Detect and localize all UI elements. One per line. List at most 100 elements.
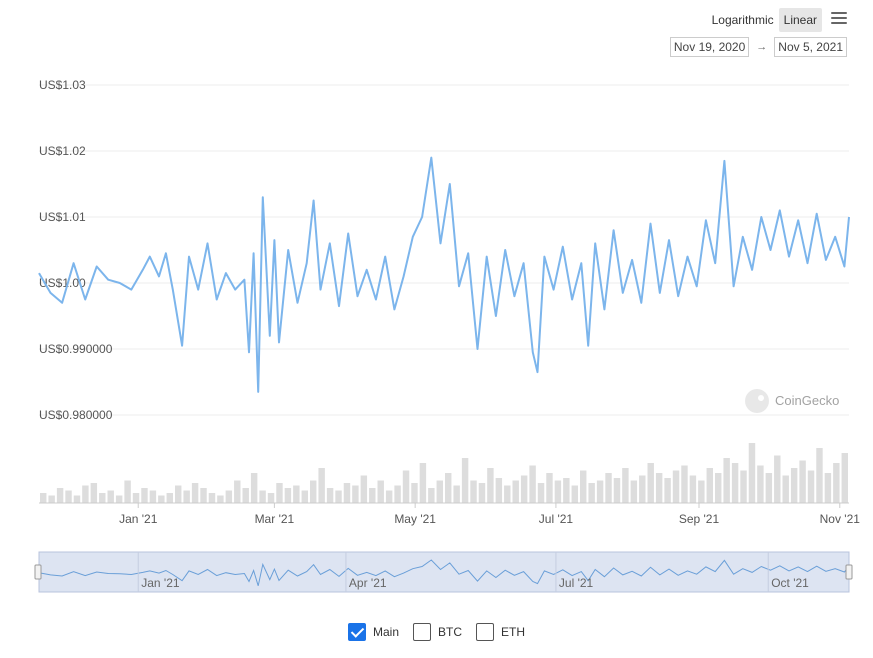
coingecko-watermark: CoinGecko bbox=[745, 389, 839, 413]
volume-bar bbox=[411, 483, 418, 503]
navigator-left-handle[interactable] bbox=[34, 564, 42, 580]
volume-bar bbox=[807, 470, 815, 503]
x-tick-label: May '21 bbox=[394, 512, 436, 526]
volume-bar bbox=[225, 490, 233, 503]
navigator-tick-label: Oct '21 bbox=[771, 576, 809, 590]
volume-bar bbox=[428, 488, 435, 503]
gecko-logo-icon bbox=[745, 389, 769, 413]
checkbox-main[interactable] bbox=[348, 623, 366, 641]
volume-bar bbox=[293, 485, 300, 503]
volume-bar bbox=[48, 495, 55, 503]
volume-bar bbox=[200, 488, 207, 503]
volume-bar bbox=[352, 485, 359, 503]
volume-bar bbox=[141, 488, 148, 503]
volume-bar bbox=[478, 483, 486, 503]
legend-main[interactable]: Main bbox=[348, 623, 399, 641]
navigator-range-mask[interactable] bbox=[38, 551, 850, 593]
volume-bar bbox=[622, 468, 629, 503]
volume-bar bbox=[82, 485, 89, 503]
volume-bar bbox=[335, 490, 342, 503]
volume-bar bbox=[259, 490, 266, 503]
volume-bar bbox=[250, 473, 258, 503]
volume-bar bbox=[824, 473, 832, 503]
volume-bar bbox=[580, 470, 587, 503]
volume-bar bbox=[715, 473, 722, 503]
volume-bar bbox=[731, 463, 739, 503]
legend-eth-label: ETH bbox=[501, 625, 526, 639]
volume-bar bbox=[774, 455, 781, 503]
volume-bar bbox=[546, 473, 553, 503]
scale-toggle: Logarithmic Linear bbox=[707, 8, 822, 32]
watermark-text: CoinGecko bbox=[775, 393, 839, 408]
volume-bar bbox=[504, 485, 511, 503]
volume-bar bbox=[748, 443, 756, 503]
volume-bar bbox=[833, 463, 840, 503]
volume-bar bbox=[166, 493, 173, 503]
volume-bar bbox=[790, 468, 798, 503]
hamburger-menu-icon[interactable] bbox=[831, 12, 847, 26]
volume-bar bbox=[740, 470, 747, 503]
volume-bar bbox=[419, 463, 427, 503]
volume-bar bbox=[782, 475, 789, 503]
volume-bar bbox=[816, 448, 823, 503]
volume-bar bbox=[765, 473, 773, 503]
volume-bar bbox=[520, 475, 528, 503]
volume-bar bbox=[276, 483, 283, 503]
navigator-right-handle[interactable] bbox=[845, 564, 853, 580]
volume-bar bbox=[445, 473, 452, 503]
volume-bar bbox=[394, 485, 401, 503]
volume-bar bbox=[158, 495, 165, 503]
volume-bar bbox=[613, 478, 621, 503]
x-tick-label: Jan '21 bbox=[119, 512, 158, 526]
volume-bar bbox=[56, 488, 64, 503]
volume-bar bbox=[664, 478, 671, 503]
volume-bar bbox=[698, 480, 705, 503]
volume-bar bbox=[757, 465, 764, 503]
date-from-input[interactable]: Nov 19, 2020 bbox=[669, 37, 750, 57]
checkbox-btc[interactable] bbox=[413, 623, 432, 641]
volume-bar bbox=[284, 488, 292, 503]
volume-bar bbox=[149, 490, 157, 503]
volume-bar bbox=[706, 468, 713, 503]
volume-bar bbox=[343, 483, 351, 503]
date-to-input[interactable]: Nov 5, 2021 bbox=[774, 37, 847, 57]
navigator-tick-label: Jan '21 bbox=[141, 576, 180, 590]
volume-bar bbox=[208, 493, 216, 503]
volume-bar bbox=[647, 463, 654, 503]
legend-btc-label: BTC bbox=[438, 625, 463, 639]
volume-bar bbox=[512, 480, 519, 503]
volume-bar bbox=[588, 483, 595, 503]
x-tick-label: Sep '21 bbox=[679, 512, 720, 526]
volume-bar bbox=[402, 470, 410, 503]
volume-bar bbox=[689, 475, 697, 503]
date-range-arrow-icon: → bbox=[756, 41, 768, 53]
volume-bar bbox=[723, 458, 730, 503]
volume-bar bbox=[529, 465, 536, 503]
volume-bar bbox=[369, 488, 376, 503]
navigator[interactable]: Jan '21 Apr '21 Jul '21 Oct '21 bbox=[34, 551, 853, 593]
navigator-tick-label: Jul '21 bbox=[559, 576, 594, 590]
x-tick-label: Jul '21 bbox=[539, 512, 574, 526]
volume-bar bbox=[537, 483, 545, 503]
volume-bar bbox=[605, 473, 612, 503]
y-tick-label: US$1.00 bbox=[39, 276, 86, 290]
y-tick-label: US$1.01 bbox=[39, 210, 86, 224]
volume-bar bbox=[360, 475, 368, 503]
logarithmic-scale-button[interactable]: Logarithmic bbox=[711, 13, 774, 27]
volume-bar bbox=[470, 480, 477, 503]
volume-bar bbox=[90, 483, 98, 503]
legend: Main BTC ETH bbox=[348, 623, 539, 641]
y-tick-label: US$1.02 bbox=[39, 144, 86, 158]
date-range: Nov 19, 2020 → Nov 5, 2021 bbox=[669, 37, 847, 57]
y-tick-label: US$0.980000 bbox=[39, 408, 113, 422]
legend-eth[interactable]: ETH bbox=[476, 623, 525, 641]
volume-bar bbox=[630, 480, 638, 503]
volume-bar bbox=[436, 480, 443, 503]
legend-btc[interactable]: BTC bbox=[413, 623, 462, 641]
x-tick-label: Nov '21 bbox=[820, 512, 861, 526]
linear-scale-button[interactable]: Linear bbox=[778, 8, 822, 32]
volume-bar bbox=[799, 460, 806, 503]
volume-bar bbox=[267, 493, 275, 503]
volume-bar bbox=[40, 493, 47, 503]
checkbox-eth[interactable] bbox=[476, 623, 495, 641]
